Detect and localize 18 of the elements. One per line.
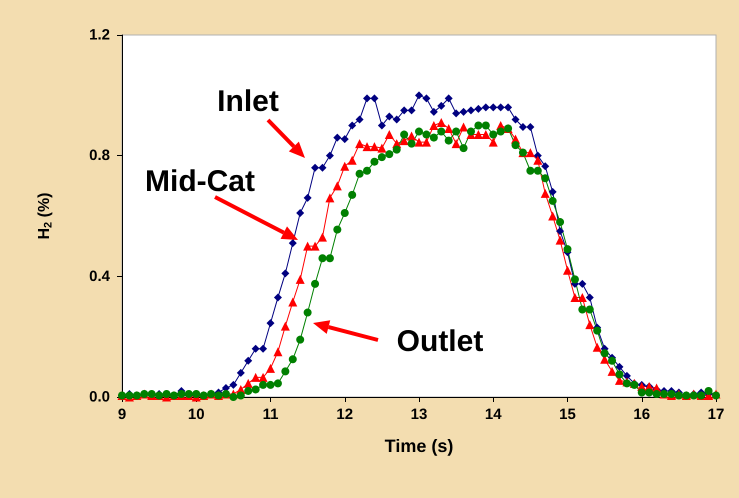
y-tick-label: 0.8 [89, 147, 110, 164]
x-tick-label: 14 [484, 406, 502, 423]
x-tick-label: 9 [118, 406, 126, 423]
x-tick-label: 12 [336, 406, 354, 423]
annotation: Inlet [217, 84, 279, 118]
x-axis-title: Time (s) [384, 436, 454, 456]
x-tick-label: 15 [559, 406, 576, 423]
annotation: Outlet [396, 324, 484, 358]
y-tick-label: 0.0 [89, 388, 110, 406]
y-axis-title: H2 (%) [36, 192, 54, 240]
x-tick-label: 17 [708, 406, 724, 423]
x-tick-label: 11 [262, 406, 278, 423]
y-tick-label: 1.2 [89, 26, 110, 44]
annotation: Mid-Cat [145, 164, 255, 198]
x-tick-label: 10 [188, 406, 205, 423]
x-tick-label: 13 [410, 406, 428, 423]
x-tick-label: 16 [633, 406, 650, 423]
y-tick-label: 0.4 [89, 268, 111, 285]
